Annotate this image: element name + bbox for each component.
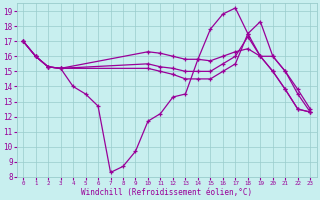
X-axis label: Windchill (Refroidissement éolien,°C): Windchill (Refroidissement éolien,°C) bbox=[81, 188, 252, 197]
